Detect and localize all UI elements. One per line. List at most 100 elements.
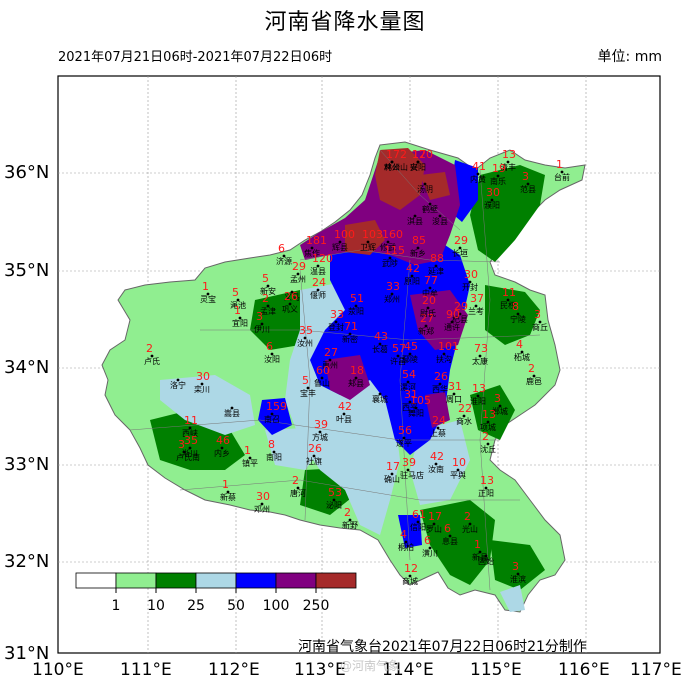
city-marker — [496, 174, 500, 178]
city-name: 汝阳 — [264, 354, 280, 364]
city-name: 商水 — [456, 416, 472, 426]
legend-break-label: 25 — [187, 598, 205, 614]
city-marker — [456, 468, 460, 472]
city-marker — [320, 376, 324, 380]
city-name: 武陟 — [382, 258, 398, 268]
rainfall-value: 5 — [302, 374, 309, 387]
rainfall-value: 4 — [400, 528, 407, 541]
city-name: 柘城 — [514, 352, 530, 362]
city-name: 卢氏南 — [176, 452, 200, 462]
rainfall-value: 13 — [502, 148, 516, 161]
city-marker — [396, 354, 400, 358]
rainfall-value: 30 — [256, 490, 270, 503]
rainfall-value: 22 — [458, 402, 472, 415]
city-name: 尉氏 — [420, 308, 436, 318]
city-marker — [288, 302, 292, 306]
city-marker — [452, 392, 456, 396]
city-name: 太康 — [472, 356, 488, 366]
city-marker — [478, 550, 482, 554]
rainfall-value: 2 — [482, 430, 489, 443]
rainfall-value: 2 — [146, 342, 153, 355]
city-name: 淅川 — [182, 448, 198, 458]
rainfall-value: 3 — [534, 308, 541, 321]
rainfall-value: 24 — [312, 276, 326, 289]
rainfall-value: 29 — [454, 234, 468, 247]
rainfall-value: 11 — [502, 286, 516, 299]
city-name: 汝州 — [297, 338, 313, 348]
rainfall-value: 2 — [292, 474, 299, 487]
lat-label-31: 31°N — [4, 643, 50, 664]
city-name: 南乐 — [490, 176, 506, 186]
lon-label-114: 114°E — [382, 660, 434, 680]
city-name: 修武 — [380, 242, 396, 252]
city-name: 中牟 — [422, 288, 438, 298]
city-name: 义马 — [284, 293, 300, 302]
city-name: 郑州 — [384, 294, 400, 304]
rainfall-value: 18 — [350, 364, 364, 377]
city-marker — [506, 160, 510, 164]
rainfall-value: 53 — [328, 486, 342, 499]
city-name: 巩义 — [282, 305, 298, 314]
city-name: 鲁山 — [314, 378, 330, 388]
city-marker — [290, 290, 294, 294]
legend-break-label: 50 — [227, 598, 245, 614]
city-name: 西华 — [432, 384, 448, 394]
city-name: 汝南 — [428, 464, 444, 474]
city-marker — [450, 320, 454, 324]
rainfall-value: 101 — [438, 340, 459, 353]
city-marker — [436, 426, 440, 430]
city-name: 卫辉 — [360, 243, 376, 252]
rainfall-value: 3 — [494, 392, 501, 405]
city-name: 襄城 — [372, 394, 388, 404]
city-name: 卢氏 — [144, 356, 160, 366]
rainfall-value: 60 — [316, 364, 330, 377]
city-marker — [150, 354, 154, 358]
city-name: 台前 — [554, 172, 570, 182]
city-marker — [432, 522, 436, 526]
city-name: 孟州 — [290, 274, 306, 284]
city-marker — [490, 198, 494, 202]
rainfall-value: 41 — [472, 160, 486, 173]
city-marker — [248, 456, 252, 460]
city-name: 桐柏 — [398, 542, 414, 552]
city-name: 光山 — [462, 524, 478, 534]
city-marker — [334, 320, 338, 324]
rainfall-value: 12 — [412, 148, 426, 161]
city-marker — [270, 352, 274, 356]
city-marker — [468, 522, 472, 526]
city-name: 清丰 — [500, 162, 516, 172]
city-marker — [282, 254, 286, 258]
rainfall-value: 1 — [202, 280, 209, 293]
city-name: 渑池 — [230, 300, 246, 310]
rainfall-value: 100 — [334, 228, 355, 241]
city-marker — [182, 450, 186, 454]
rainfall-value: 33 — [330, 308, 344, 321]
city-marker — [236, 298, 240, 302]
city-name: 焦作 — [304, 248, 320, 258]
city-marker — [338, 240, 342, 244]
lon-label-115: 115°E — [470, 660, 522, 680]
city-name: 沈丘 — [480, 444, 496, 454]
rainfall-value: 43 — [374, 330, 388, 343]
city-name: 新安 — [260, 286, 276, 296]
rainfall-value: 90 — [446, 308, 460, 321]
city-marker — [526, 182, 530, 186]
city-marker — [390, 160, 394, 164]
city-marker — [413, 214, 417, 218]
rainfall-value: 3 — [256, 310, 263, 323]
city-name: 孟津 — [260, 306, 276, 316]
legend-break-label: 1 — [112, 598, 121, 614]
rainfall-value: 29 — [292, 260, 306, 273]
city-marker — [408, 574, 412, 578]
city-marker — [458, 312, 462, 316]
city-name: 罗山 — [426, 524, 442, 534]
city-marker — [408, 400, 412, 404]
city-name: 唐河 — [290, 488, 306, 498]
city-name: 辉县 — [332, 243, 348, 252]
rainfall-value: 85 — [412, 234, 426, 247]
city-marker — [532, 374, 536, 378]
city-marker — [428, 546, 432, 550]
rainfall-value: 30 — [196, 370, 210, 383]
city-name: 林州 — [384, 162, 400, 172]
